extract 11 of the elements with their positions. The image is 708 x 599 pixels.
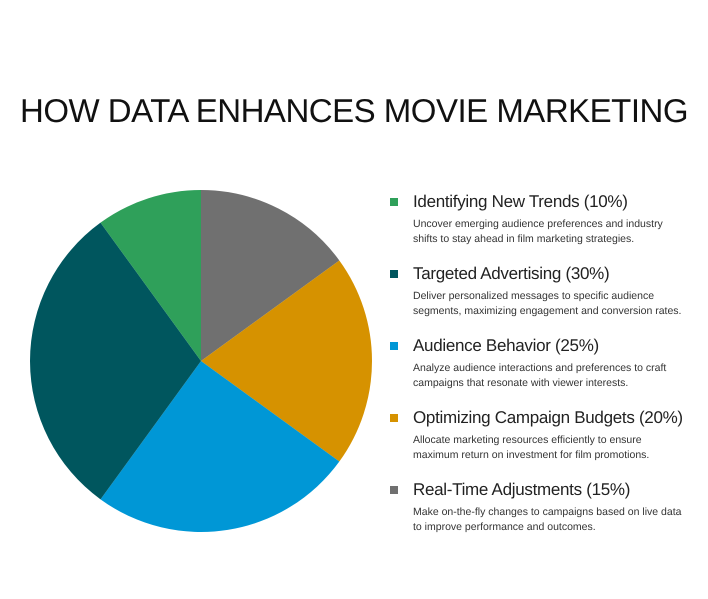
- legend-label: Real-Time Adjustments (15%): [413, 480, 630, 500]
- legend-label: Optimizing Campaign Budgets (20%): [413, 408, 683, 428]
- text: Uncover emerging audience preferences and industry shifts to stay ahead in film marketing strategies.: [413, 217, 664, 247]
- legend-label: Targeted Advertising (30%): [413, 264, 610, 284]
- text: Analyze audience interactions and preferences to craft campaigns that resonate with viewer interests.: [413, 361, 668, 391]
- text: Make on-the-fly changes to campaigns based on live data to improve performance and outcomes.: [413, 505, 682, 535]
- legend-label: Audience Behavior (25%): [413, 336, 599, 356]
- chart-title: HOW DATA ENHANCES MOVIE MARKETING: [18, 92, 689, 130]
- legend-label: Identifying New Trends (10%): [413, 192, 628, 212]
- text: Deliver personalized messages to specific audience segments, maximizing engagement and conversion rates.: [413, 289, 682, 319]
- text: Allocate marketing resources efficiently to ensure maximum return on investment for film promotions.: [413, 433, 650, 463]
